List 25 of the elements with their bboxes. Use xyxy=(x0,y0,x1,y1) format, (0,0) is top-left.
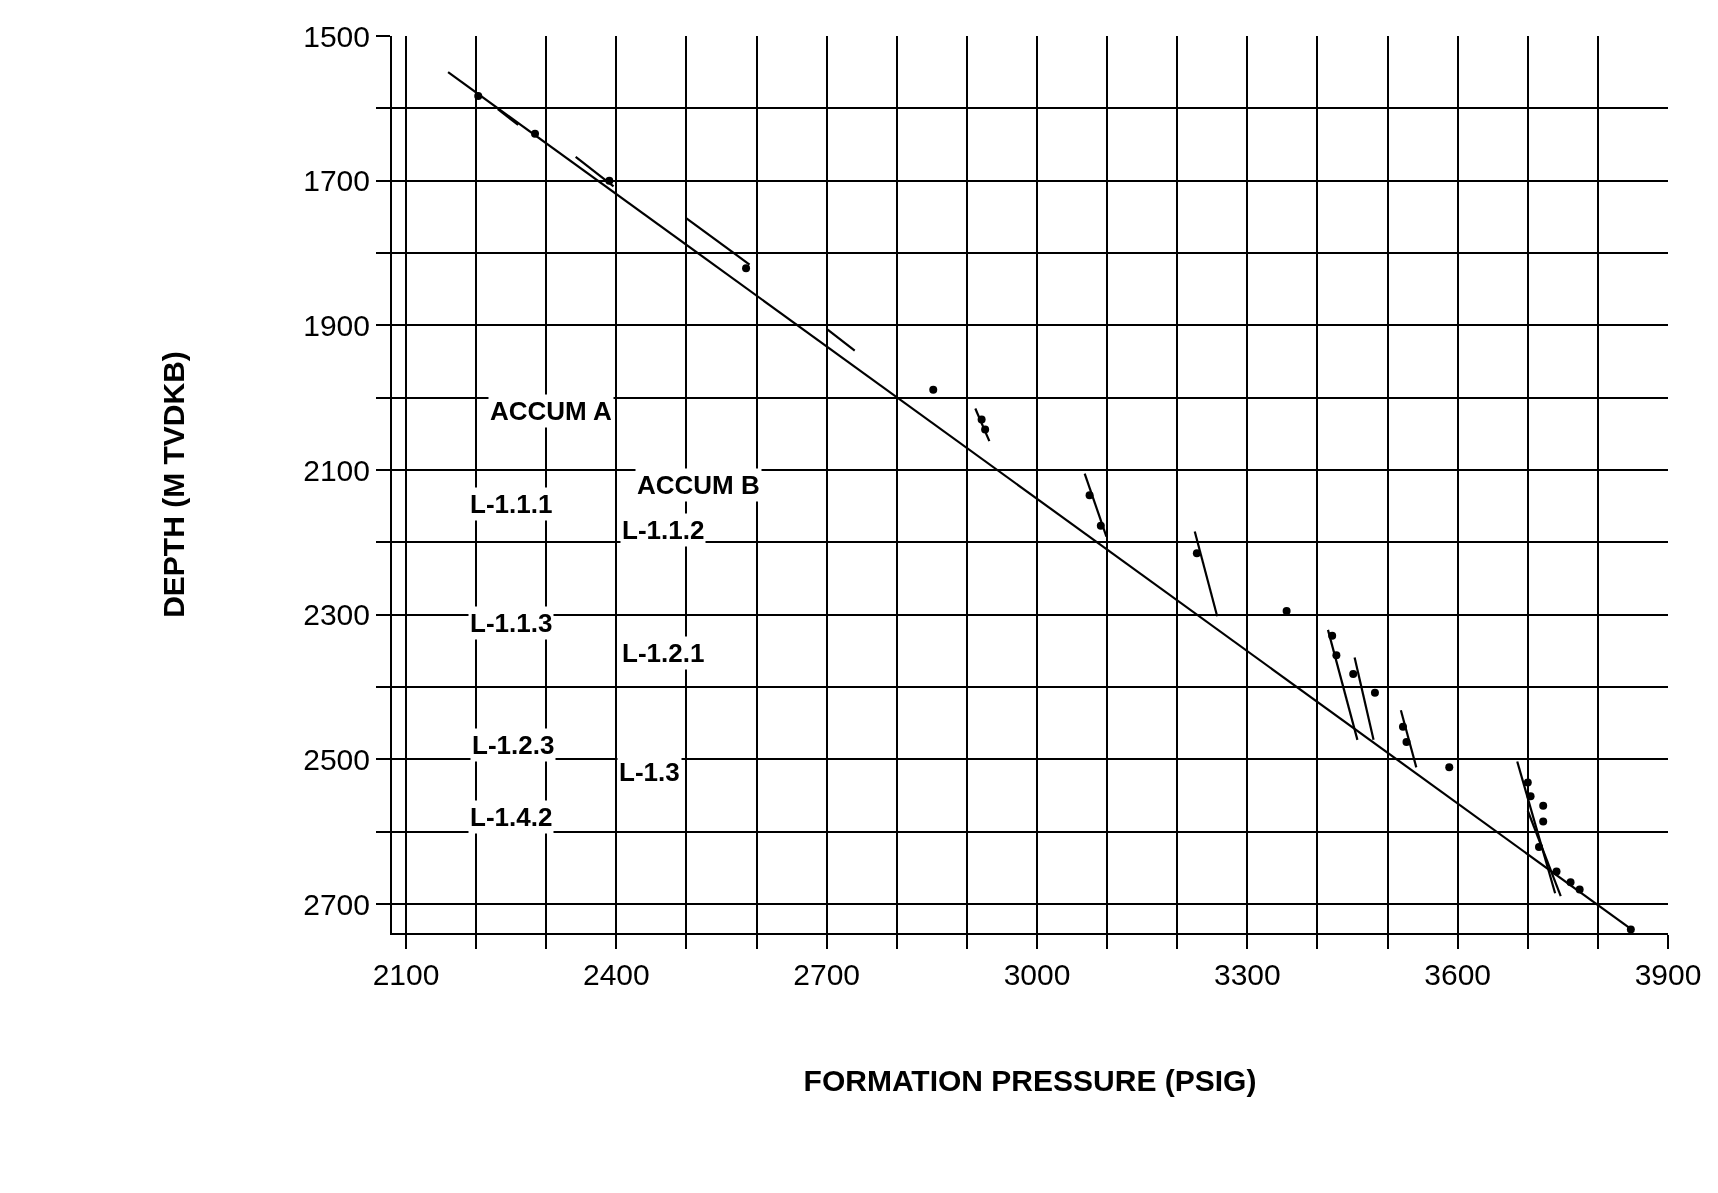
annotation: L-1.4.2 xyxy=(470,802,553,832)
y-tick-label: 1500 xyxy=(303,19,370,53)
y-axis-title: DEPTH (M TVDKB) xyxy=(156,351,190,618)
x-tick-label: 2700 xyxy=(793,958,861,991)
annotation: L-1.2.1 xyxy=(622,638,705,668)
x-tick-label: 3900 xyxy=(1634,958,1702,991)
y-tick-label: 2300 xyxy=(303,598,370,632)
x-tick-label: 3600 xyxy=(1424,958,1492,991)
x-tick-label: 2100 xyxy=(372,958,440,991)
x-tick-label: 2400 xyxy=(582,958,650,991)
annotation: ACCUM A xyxy=(490,396,613,426)
y-tick-label: 2100 xyxy=(303,453,370,487)
x-tick-label: 3000 xyxy=(1003,958,1071,991)
y-tick-label: 2700 xyxy=(303,887,370,921)
x-axis-title: FORMATION PRESSURE (PSIG) xyxy=(803,1064,1257,1097)
annotation: L-1.1.1 xyxy=(470,489,553,519)
annotation: L-1.1.3 xyxy=(470,608,553,638)
y-tick-label: 1700 xyxy=(303,164,370,198)
x-tick-label: 3300 xyxy=(1213,958,1281,991)
y-tick-label: 1900 xyxy=(303,308,370,342)
annotation: L-1.1.2 xyxy=(622,515,705,545)
annotation: ACCUM B xyxy=(637,470,760,500)
annotation: L-1.3 xyxy=(619,757,680,787)
annotation: L-1.2.3 xyxy=(472,730,555,760)
y-tick-label: 2500 xyxy=(303,742,370,776)
